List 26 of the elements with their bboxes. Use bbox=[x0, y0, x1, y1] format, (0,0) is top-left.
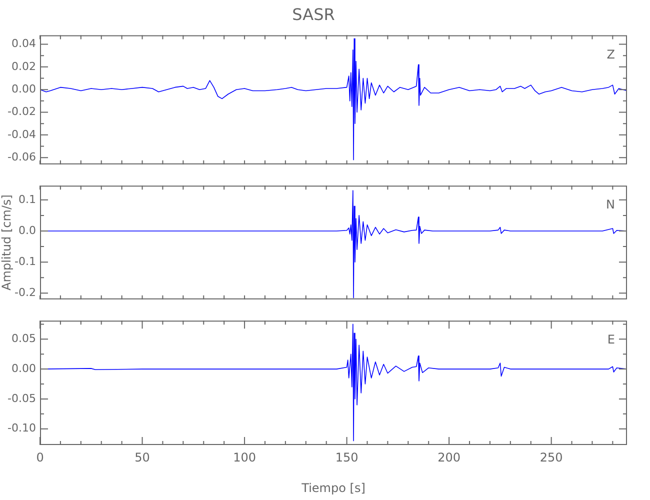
series-label: N bbox=[606, 198, 615, 212]
y-tick-label: 0.0 bbox=[18, 224, 36, 237]
y-tick-label: -0.04 bbox=[8, 128, 36, 141]
y-tick-label: 0.05 bbox=[12, 332, 36, 345]
y-tick-label: -0.05 bbox=[8, 392, 36, 405]
x-tick-label: 0 bbox=[36, 450, 44, 464]
y-tick-label: 0.04 bbox=[12, 37, 36, 50]
y-tick-label: 0.00 bbox=[12, 362, 36, 375]
y-tick-label: -0.02 bbox=[8, 105, 36, 118]
chart-title: SASR bbox=[292, 4, 335, 24]
x-tick-label: 50 bbox=[134, 450, 150, 464]
x-tick-label: 200 bbox=[438, 450, 461, 464]
x-tick-label: 100 bbox=[233, 450, 256, 464]
series-label: E bbox=[607, 332, 615, 347]
y-tick-label: 0.02 bbox=[12, 60, 36, 73]
y-tick-label: 0.00 bbox=[12, 82, 36, 96]
y-tick-label: -0.06 bbox=[8, 150, 36, 164]
y-tick-label: -0.2 bbox=[14, 286, 36, 300]
y-tick-label: -0.1 bbox=[14, 254, 36, 268]
series-label: Z bbox=[606, 47, 615, 62]
y-axis-title: Amplitud [cm/s] bbox=[0, 194, 14, 290]
y-tick-label: 0.1 bbox=[18, 192, 36, 206]
x-tick-label: 250 bbox=[540, 450, 563, 464]
y-tick-label: -0.10 bbox=[8, 422, 36, 435]
x-axis-title: Tiempo [s] bbox=[300, 480, 366, 495]
x-tick-label: 150 bbox=[335, 450, 358, 464]
